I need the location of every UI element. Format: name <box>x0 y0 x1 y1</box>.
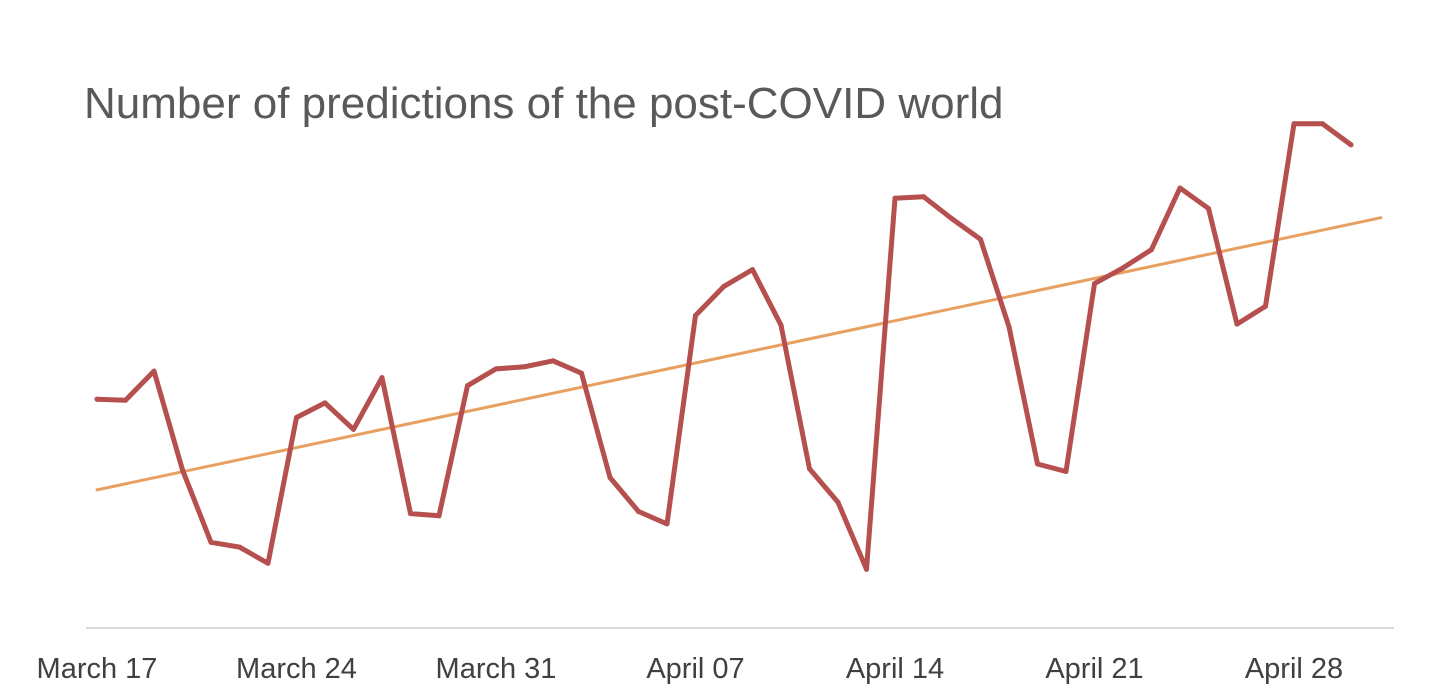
data-point <box>322 400 328 406</box>
data-point <box>180 467 185 473</box>
series-line <box>94 121 1354 572</box>
data-point <box>778 322 784 328</box>
data-point <box>1348 142 1354 148</box>
data-point <box>379 375 385 381</box>
data-point <box>864 566 869 572</box>
data-point <box>408 511 413 517</box>
x-tick-label: March 17 <box>37 653 158 685</box>
data-point <box>807 466 812 472</box>
x-tick-label: April 21 <box>1045 653 1143 685</box>
data-point <box>123 397 128 403</box>
data-point <box>493 366 499 372</box>
series-layer <box>94 121 1354 572</box>
data-point <box>1320 121 1325 127</box>
points-layer <box>94 121 1354 572</box>
trendline <box>95 216 1383 492</box>
x-tick-label: April 14 <box>846 653 944 685</box>
data-point <box>835 499 841 505</box>
data-point <box>465 383 470 389</box>
data-point <box>892 195 898 201</box>
data-point <box>436 513 442 519</box>
x-tick-label: March 31 <box>436 653 557 685</box>
data-point <box>1206 206 1211 211</box>
data-point <box>237 544 242 550</box>
data-point <box>1291 121 1297 127</box>
data-point <box>94 396 100 402</box>
data-point <box>522 364 527 370</box>
data-point <box>949 216 955 222</box>
data-point <box>1234 321 1240 327</box>
data-point <box>1006 324 1012 330</box>
data-point <box>636 509 641 514</box>
data-point <box>1149 247 1154 253</box>
data-point <box>208 539 214 545</box>
data-point <box>1177 185 1183 191</box>
x-tick-label: March 24 <box>236 653 357 685</box>
data-point <box>1120 265 1126 271</box>
data-point <box>607 475 613 480</box>
data-point <box>579 370 584 376</box>
data-point <box>721 283 727 289</box>
data-point <box>921 194 926 200</box>
data-point <box>550 358 556 364</box>
chart-title: Number of predictions of the post-COVID … <box>84 79 1004 128</box>
x-tick-label: April 07 <box>646 653 744 685</box>
data-point <box>978 236 983 242</box>
trendline-layer <box>95 216 1383 492</box>
data-point <box>1063 469 1069 474</box>
data-point <box>294 415 299 420</box>
data-point <box>1263 303 1268 309</box>
data-point <box>151 368 157 374</box>
data-point <box>1035 461 1040 467</box>
data-point <box>265 560 271 566</box>
data-point <box>351 426 356 432</box>
data-point <box>1092 281 1097 287</box>
x-tick-labels: March 17 March 24 March 31 April 07 April 14… <box>37 653 1344 685</box>
x-tick-label: April 28 <box>1245 653 1343 685</box>
data-point <box>750 267 755 273</box>
data-point <box>664 521 670 527</box>
data-point <box>693 313 698 318</box>
